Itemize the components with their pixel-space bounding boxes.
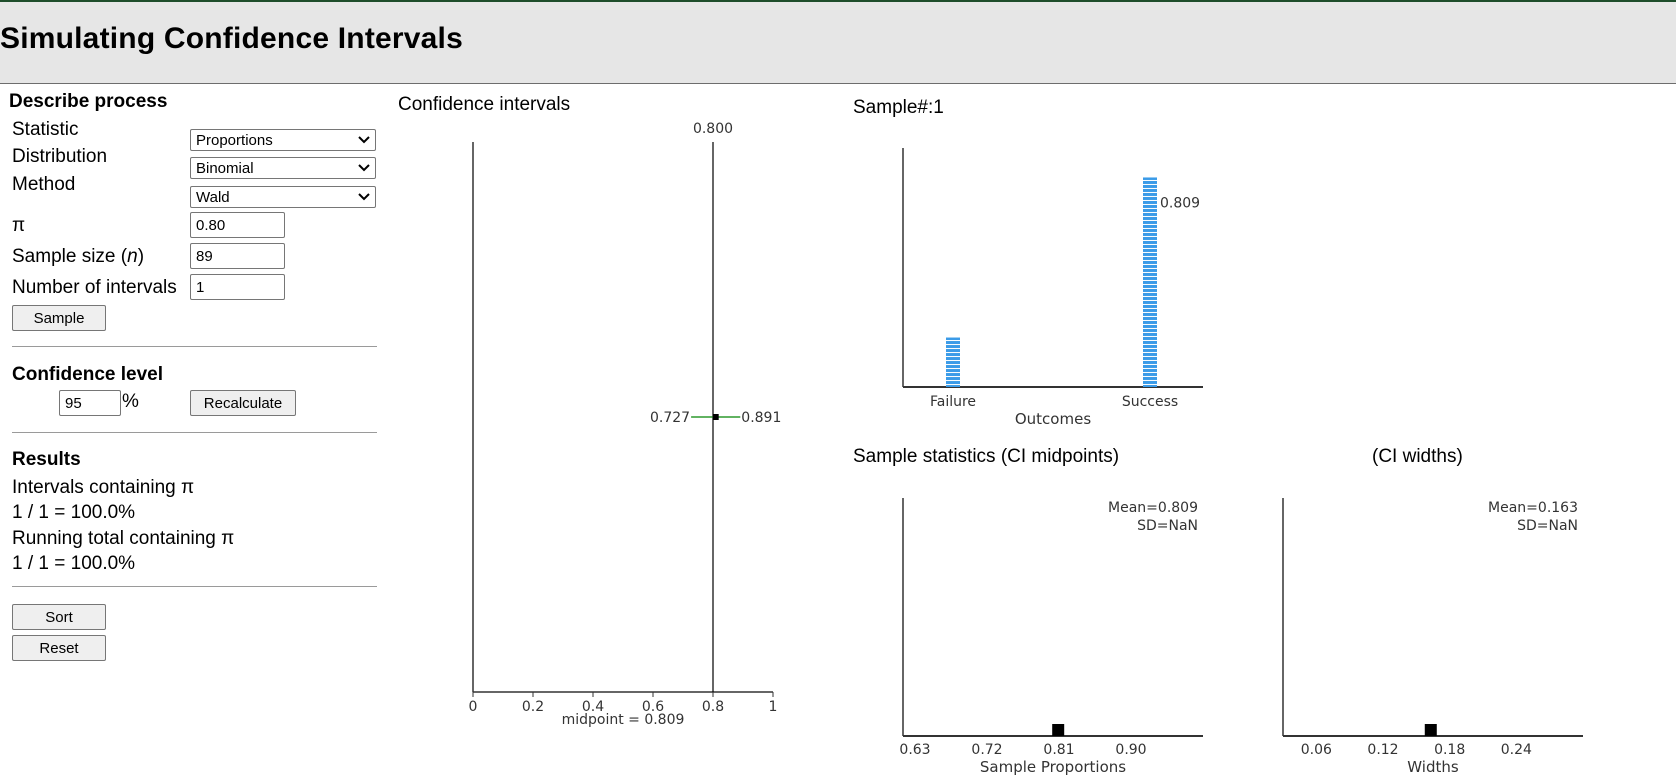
results-block: Intervals containing π 1 / 1 = 100.0% Ru… [12,475,234,576]
x-tick-label: 0.81 [1043,742,1074,758]
x-axis-label: Widths [1407,758,1459,776]
mean-label: Mean=0.809 [1108,500,1198,516]
x-tick-label: 0.8 [702,699,724,715]
data-point [1052,724,1065,736]
describe-process-heading: Describe process [9,91,168,112]
statistic-select[interactable]: Proportions [190,129,376,151]
x-axis-label: Sample Proportions [980,758,1126,776]
midpoint-footer: midpoint = 0.809 [562,712,685,728]
chevron-down-icon [358,136,370,144]
confidence-level-input[interactable]: 95 [59,390,121,416]
results-heading: Results [12,449,81,470]
x-tick-label: 0.12 [1367,742,1398,758]
distribution-value: Binomial [196,159,254,177]
x-tick-label: 1 [769,699,778,715]
sample-statistics-charts: 0.63 0.72 0.81 0.90 Mean=0.809 SD=NaN Sample P… [899,498,1583,776]
interval-lower-label: 0.727 [650,410,690,426]
page-title: Simulating Confidence Intervals [0,22,463,55]
x-tick-label: 0.6 [642,699,664,715]
sample-chart-title: Sample#:1 [853,97,944,118]
mean-label: Mean=0.163 [1488,500,1578,516]
divider [12,432,377,433]
x-axis-label: Outcomes [1015,410,1091,428]
x-tick-label: Success [1122,394,1178,410]
distribution-label: Distribution [12,146,108,167]
percent-sign: % [122,391,139,412]
sd-label: SD=NaN [1137,518,1198,534]
method-label: Method [12,174,76,195]
statistic-value: Proportions [196,131,273,149]
sort-button[interactable]: Sort [12,604,106,630]
intervals-containing-value: 1 / 1 = 100.0% [12,502,136,523]
x-tick-label: 0.2 [522,699,544,715]
sample-size-label: Sample size (n) [12,246,144,268]
sd-label: SD=NaN [1517,518,1578,534]
reference-line-label: 0.800 [693,121,733,137]
sample-size-input[interactable]: 89 [190,243,285,269]
x-tick-label: 0.63 [899,742,930,758]
top-border [0,0,1676,2]
app-header: Simulating Confidence Intervals [0,2,1676,84]
widths-chart-title: (CI widths) [1372,446,1463,467]
data-point [1424,724,1437,736]
ci-chart-title: Confidence intervals [398,94,571,115]
confidence-level-heading: Confidence level [12,364,163,385]
divider [12,346,377,347]
method-value: Wald [196,188,230,206]
x-tick-label: Failure [930,394,976,410]
sample-size-label-var: n [127,246,138,267]
x-tick-label: 0.06 [1301,742,1332,758]
x-tick-label: 0 [469,699,478,715]
bar-success [1143,177,1157,387]
running-total-label: Running total containing π [12,528,235,549]
sample-button[interactable]: Sample [12,305,106,331]
pi-label: π [12,215,26,236]
x-tick-label: 0.24 [1501,742,1532,758]
x-tick-label: 0.18 [1434,742,1465,758]
sample-size-label-prefix: Sample size ( [12,246,128,267]
statistic-label: Statistic [12,119,79,140]
x-tick-label: 0.90 [1115,742,1146,758]
sample-size-label-suffix: ) [137,246,145,267]
interval-upper-label: 0.891 [741,410,781,426]
reset-button[interactable]: Reset [12,635,106,661]
interval-midpoint [712,414,719,420]
confidence-intervals-chart: 0 0.2 0.4 0.6 0.8 1 0.800 0.727 0.891 midpoint = … [469,121,782,728]
num-intervals-input[interactable]: 1 [190,274,285,300]
method-select[interactable]: Wald [190,186,376,208]
pi-input[interactable]: 0.80 [190,212,285,238]
bar-value-label: 0.809 [1160,195,1200,211]
chevron-down-icon [358,164,370,172]
x-tick-label: 0.4 [582,699,604,715]
x-tick-label: 0.72 [971,742,1002,758]
divider [12,586,377,587]
num-intervals-label: Number of intervals [12,277,177,298]
recalculate-button[interactable]: Recalculate [190,390,296,416]
midpoints-chart-title: Sample statistics (CI midpoints) [853,446,1120,467]
distribution-select[interactable]: Binomial [190,157,376,179]
sample-bar-chart: Failure Success 0.809 Outcomes [902,148,1203,428]
bar-failure [946,337,960,387]
running-total-value: 1 / 1 = 100.0% [12,553,136,574]
chevron-down-icon [358,193,370,201]
intervals-containing-label: Intervals containing π [12,477,195,498]
